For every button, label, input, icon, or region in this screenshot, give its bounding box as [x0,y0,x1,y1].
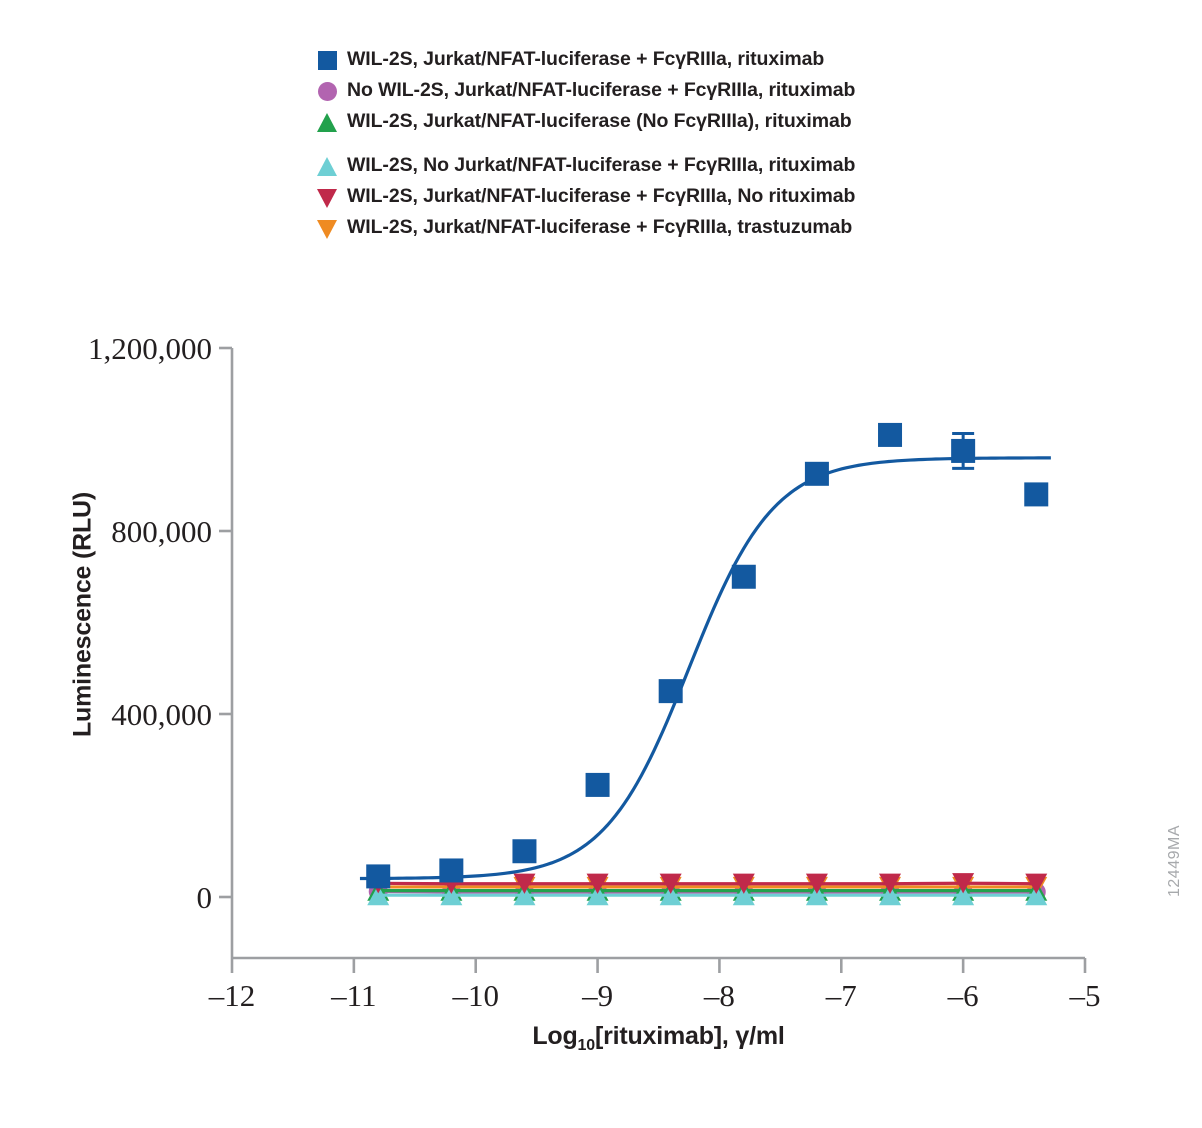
legend-marker-triangle-down-orange [316,215,342,241]
legend-item: WIL-2S, Jurkat/NFAT-luciferase + FcγRIII… [316,181,1076,212]
data-point-square [439,858,464,883]
data-point-triangle-up [732,885,755,906]
data-point-triangle-down [1025,873,1048,894]
data-point-triangle-up [659,885,682,906]
data-point-triangle-down [732,873,755,894]
data-point-triangle-down [659,873,682,894]
axis-layer: 0 400,000 800,000 1,200,000 –12 –11 –10 –9 –8 –7 –… [88,331,1101,1013]
x-tick-label: –9 [581,978,613,1013]
data-point-triangle-up [513,885,536,906]
legend-item: WIL-2S, Jurkat/NFAT-luciferase + FcγRIII… [316,212,1076,243]
legend-marker-triangle-up-green [316,109,342,135]
x-tick-label: –8 [703,978,735,1013]
data-point-square [878,422,903,447]
legend-marker-circle-purple [316,78,342,104]
x-tick-label: –10 [451,978,499,1013]
x-axis-title-subscript: 10 [577,1037,596,1054]
data-point-triangle-down [513,873,536,894]
legend-item-label: WIL-2S, Jurkat/NFAT-luciferase (No FcγRI… [347,109,852,132]
legend-item-label: WIL-2S, Jurkat/NFAT-luciferase + FcγRIII… [347,184,856,207]
data-point-triangle-down [952,873,975,894]
data-point-triangle-up [879,885,902,906]
legend-item: No WIL-2S, Jurkat/NFAT-luciferase + FcγR… [316,75,1076,106]
fit-curve [359,456,1051,881]
y-tick-label: 800,000 [111,514,212,549]
data-point-square [1024,482,1049,507]
legend-item: WIL-2S, No Jurkat/NFAT-luciferase + FcγR… [316,150,1076,181]
chart-legend: WIL-2S, Jurkat/NFAT-luciferase + FcγRIII… [316,44,1076,243]
x-tick-label: –6 [947,978,979,1013]
y-tick-label: 1,200,000 [88,331,212,366]
data-point-triangle-up [586,885,609,906]
y-tick-label: 0 [197,880,213,915]
legend-item: WIL-2S, Jurkat/NFAT-luciferase + FcγRIII… [316,44,1076,75]
x-axis-title: Log10[rituximab], γ/ml [232,1022,1085,1055]
x-axis-title-main: Log [532,1022,578,1050]
legend-item-label: WIL-2S, Jurkat/NFAT-luciferase + FcγRIII… [347,215,853,238]
legend-marker-triangle-down-crimson [316,184,342,210]
legend-item-label: No WIL-2S, Jurkat/NFAT-luciferase + FcγR… [347,78,856,101]
data-point-square [366,864,391,889]
series-layer [359,422,1051,906]
legend-marker-square-blue [316,47,342,73]
x-tick-label: –5 [1069,978,1101,1013]
data-point-square [731,564,756,589]
data-point-triangle-down [586,873,609,894]
data-point-triangle-down [805,873,828,894]
data-point-square [804,461,829,486]
data-point-triangle-up [805,885,828,906]
data-point-square [585,772,610,797]
data-point-square [512,839,537,864]
data-point-triangle-down [879,873,902,894]
legend-item-label: WIL-2S, Jurkat/NFAT-luciferase + FcγRIII… [347,47,825,70]
data-point-triangle-up [440,885,463,906]
y-axis-title: Luminescence (RLU) [68,491,97,738]
y-tick-label: 400,000 [111,697,212,732]
figure-side-code: 12449MA [1166,825,1183,897]
x-tick-label: –11 [330,978,376,1013]
data-point-triangle-up [1025,885,1048,906]
x-tick-label: –7 [825,978,857,1013]
data-point-square [658,679,683,704]
series-group [359,422,1051,889]
data-point-triangle-up [367,885,390,906]
x-axis-title-rest: [rituximab], γ/ml [594,1022,785,1050]
data-point-square [951,438,976,463]
data-point-triangle-up [952,885,975,906]
legend-item: WIL-2S, Jurkat/NFAT-luciferase (No FcγRI… [316,106,1076,137]
x-tick-label: –12 [208,978,256,1013]
legend-item-label: WIL-2S, No Jurkat/NFAT-luciferase + FcγR… [347,153,856,176]
legend-marker-triangle-up-cyan [316,153,342,179]
series-group [367,885,1048,906]
